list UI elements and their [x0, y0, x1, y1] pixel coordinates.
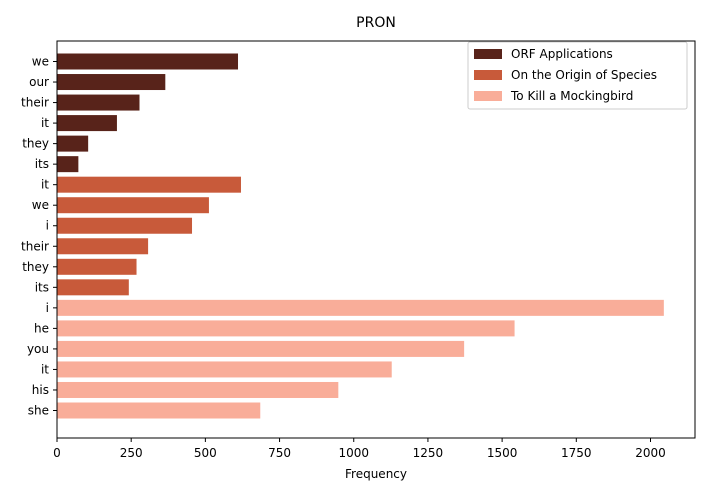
legend: ORF Applications On the Origin of Species…	[467, 41, 688, 110]
x-tick-label: 1500	[487, 446, 518, 460]
bar	[57, 279, 129, 296]
y-tick-label: i	[46, 301, 49, 315]
y-tick-label: they	[22, 137, 49, 151]
y-tick-label: its	[35, 280, 49, 294]
legend-frame	[467, 41, 688, 110]
bar	[57, 156, 79, 173]
y-axis-ticks: we our their it they its it we i their they its i he y…	[21, 55, 57, 418]
y-tick-label: she	[28, 404, 49, 418]
x-tick-label: 1750	[561, 446, 592, 460]
bar	[57, 258, 137, 275]
bar	[57, 135, 89, 152]
y-tick-label: i	[46, 219, 49, 233]
x-tick-label: 1000	[338, 446, 369, 460]
legend-label: To Kill a Mockingbird	[510, 89, 633, 103]
legend-label: On the Origin of Species	[511, 68, 657, 82]
bar	[57, 115, 117, 132]
bar	[57, 74, 166, 91]
x-tick-label: 2000	[635, 446, 666, 460]
x-tick-label: 1250	[413, 446, 444, 460]
x-axis-ticks: 0 250 500 750 1000 1250 1500 1750 2000	[53, 438, 666, 460]
bar	[57, 320, 515, 337]
y-tick-label: our	[29, 75, 49, 89]
bar	[57, 299, 664, 316]
bar	[57, 238, 149, 255]
legend-label: ORF Applications	[511, 47, 613, 61]
chart-title: PRON	[356, 15, 396, 31]
y-tick-label: his	[32, 383, 49, 397]
x-tick-label: 250	[120, 446, 143, 460]
bar-group	[57, 53, 664, 419]
bar	[57, 217, 193, 234]
x-tick-label: 750	[268, 446, 291, 460]
y-tick-label: we	[32, 55, 49, 69]
x-tick-label: 0	[53, 446, 61, 460]
y-tick-label: we	[32, 198, 49, 212]
bar	[57, 197, 209, 214]
bar	[57, 176, 241, 193]
y-tick-label: it	[41, 362, 49, 376]
bar	[57, 402, 261, 419]
x-tick-label: 500	[194, 446, 217, 460]
y-tick-label: he	[34, 321, 49, 335]
legend-swatch	[474, 49, 502, 59]
y-tick-label: their	[21, 96, 49, 110]
y-tick-label: you	[27, 342, 49, 356]
bar	[57, 361, 392, 378]
x-axis-label: Frequency	[345, 467, 407, 481]
y-tick-label: it	[41, 178, 49, 192]
bar	[57, 340, 465, 357]
y-tick-label: it	[41, 116, 49, 130]
y-tick-label: they	[22, 260, 49, 274]
bar	[57, 94, 140, 111]
bar	[57, 381, 339, 398]
legend-swatch	[474, 70, 502, 80]
y-tick-label: its	[35, 157, 49, 171]
legend-swatch	[474, 91, 502, 101]
bar	[57, 53, 239, 70]
plot-area-frame	[56, 40, 696, 439]
y-tick-label: their	[21, 239, 49, 253]
